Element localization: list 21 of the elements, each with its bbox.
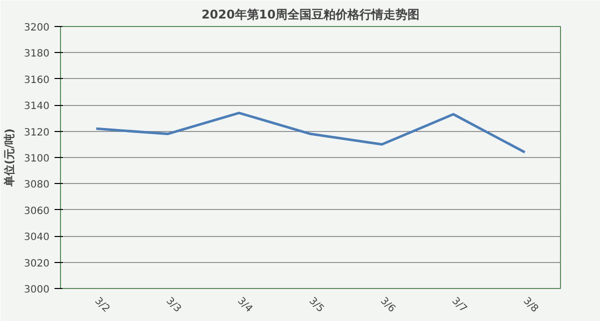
y-tick-label: 3200 — [24, 22, 50, 34]
x-tick-label: 3/6 — [378, 296, 398, 315]
y-tick-label: 3140 — [24, 101, 50, 112]
y-tick-label: 3100 — [24, 154, 50, 164]
y-tick-label: 3020 — [24, 258, 50, 270]
line-series — [94, 112, 526, 154]
x-tick-label: 3/3 — [164, 296, 183, 315]
y-tick-label: 3040 — [24, 232, 50, 244]
y-tick-label: 3060 — [24, 206, 50, 217]
y-tick-label: 3160 — [24, 74, 50, 86]
x-tick-label: 3/7 — [449, 296, 469, 315]
y-tick-label: 3000 — [24, 284, 50, 296]
y-tick-label: 3080 — [24, 180, 50, 191]
y-tick-label: 3120 — [24, 127, 50, 138]
x-tick-label: 3/4 — [235, 296, 254, 315]
x-tick-label: 3/2 — [92, 296, 112, 315]
y-tick-label: 3180 — [24, 48, 50, 60]
chart-title: 2020年第10周全国豆粕价格行情走势图 — [201, 8, 420, 22]
x-tick-label: 3/5 — [306, 296, 326, 315]
y-axis-title: 单位(元/吨) — [3, 128, 16, 188]
x-tick-label: 3/8 — [520, 296, 540, 315]
